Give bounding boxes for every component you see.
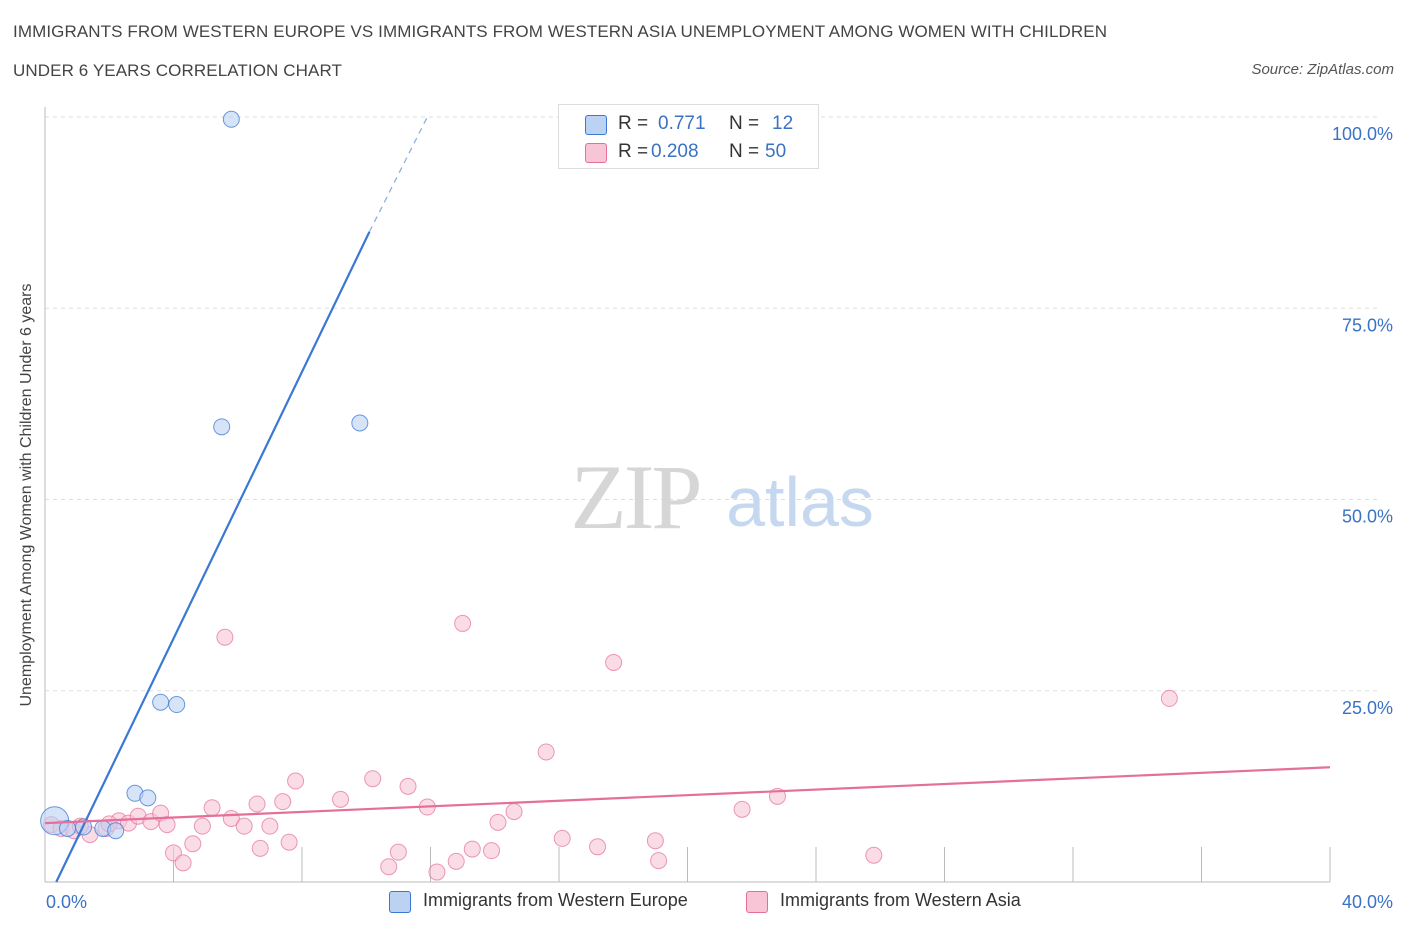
- data-point-western-asia: [537, 743, 555, 761]
- western-asia-points: [42, 614, 1178, 881]
- n-label: N =: [729, 113, 760, 134]
- data-point-western-asia: [274, 793, 292, 811]
- data-point-western-asia: [235, 817, 253, 835]
- data-point-western-asia: [174, 854, 192, 872]
- data-point-western-asia: [261, 817, 279, 835]
- data-point-western-asia: [389, 843, 407, 861]
- chart-title: IMMIGRANTS FROM WESTERN EUROPE VS IMMIGR…: [13, 22, 1108, 41]
- data-point-western-asia: [184, 835, 202, 853]
- trendline-western-asia: [44, 766, 1331, 825]
- trendline-western-europe: [55, 231, 371, 883]
- blue-swatch: [585, 115, 607, 135]
- trendline-western-europe-extension: [368, 116, 428, 233]
- data-point-western-asia: [332, 790, 350, 808]
- r-label: R =: [618, 113, 649, 134]
- n-label: N =: [729, 141, 760, 162]
- data-point-western-europe: [107, 822, 125, 840]
- trendlines: [44, 116, 1331, 883]
- x-tick-label: 40.0%: [1342, 892, 1393, 912]
- data-point-western-asia: [733, 800, 751, 818]
- y-tick-label: 75.0%: [1342, 315, 1393, 335]
- data-point-western-europe: [213, 418, 231, 436]
- data-point-western-asia: [158, 816, 176, 834]
- y-tick-label: 50.0%: [1342, 507, 1393, 527]
- data-point-western-asia: [287, 772, 305, 790]
- data-point-western-asia: [505, 803, 523, 821]
- r-value: 0.208: [651, 141, 699, 162]
- data-point-western-europe: [139, 789, 157, 807]
- pink-swatch: [746, 891, 768, 913]
- data-point-western-asia: [216, 628, 234, 646]
- data-point-western-asia: [646, 832, 664, 850]
- data-point-western-asia: [1160, 689, 1178, 707]
- r-value: 0.771: [658, 113, 706, 134]
- r-label: R =: [618, 141, 649, 162]
- data-point-western-asia: [454, 614, 472, 632]
- data-point-western-asia: [251, 839, 269, 857]
- data-point-western-asia: [650, 852, 668, 870]
- data-point-western-europe: [351, 414, 369, 432]
- data-point-western-asia: [248, 795, 266, 813]
- data-point-western-asia: [489, 813, 507, 831]
- legend-label: Immigrants from Western Europe: [423, 890, 688, 910]
- n-value: 50: [765, 141, 787, 162]
- n-value: 12: [772, 113, 794, 134]
- watermark-zip: ZIP: [571, 446, 700, 548]
- blue-swatch: [389, 891, 411, 913]
- data-point-western-asia: [553, 829, 571, 847]
- data-point-western-asia: [280, 833, 298, 851]
- grid-lines: [45, 116, 1380, 692]
- data-point-western-europe: [168, 696, 186, 714]
- data-point-western-asia: [193, 817, 211, 835]
- axes: [44, 107, 1331, 883]
- watermark: ZIP atlas: [571, 446, 874, 548]
- y-tick-label: 25.0%: [1342, 698, 1393, 718]
- data-point-western-asia: [463, 840, 481, 858]
- data-point-western-asia: [483, 842, 501, 860]
- legend-label: Immigrants from Western Asia: [780, 890, 1021, 910]
- tick-labels: 100.0% 75.0% 50.0% 25.0% 0.0% 40.0%: [46, 124, 1393, 912]
- data-point-western-europe: [222, 110, 240, 128]
- data-point-western-asia: [380, 858, 398, 876]
- data-point-western-asia: [364, 770, 382, 788]
- data-point-western-asia: [589, 838, 607, 856]
- data-point-western-asia: [399, 777, 417, 795]
- x-tick-label: 0.0%: [46, 892, 87, 912]
- data-point-western-asia: [605, 653, 623, 671]
- data-point-western-asia: [447, 852, 465, 870]
- source-credit: Source: ZipAtlas.com: [1251, 61, 1394, 78]
- data-point-western-asia: [428, 863, 446, 881]
- watermark-atlas: atlas: [726, 463, 874, 541]
- correlation-legend: R = 0.771 N = 12 R = 0.208 N = 50: [558, 104, 819, 169]
- y-tick-label: 100.0%: [1332, 124, 1393, 144]
- data-point-western-asia: [865, 846, 883, 864]
- data-point-western-europe: [152, 693, 170, 711]
- data-point-western-asia: [203, 799, 221, 817]
- pink-swatch: [585, 143, 607, 163]
- western-europe-points: [40, 110, 369, 840]
- chart-subtitle: UNDER 6 YEARS CORRELATION CHART: [13, 61, 342, 80]
